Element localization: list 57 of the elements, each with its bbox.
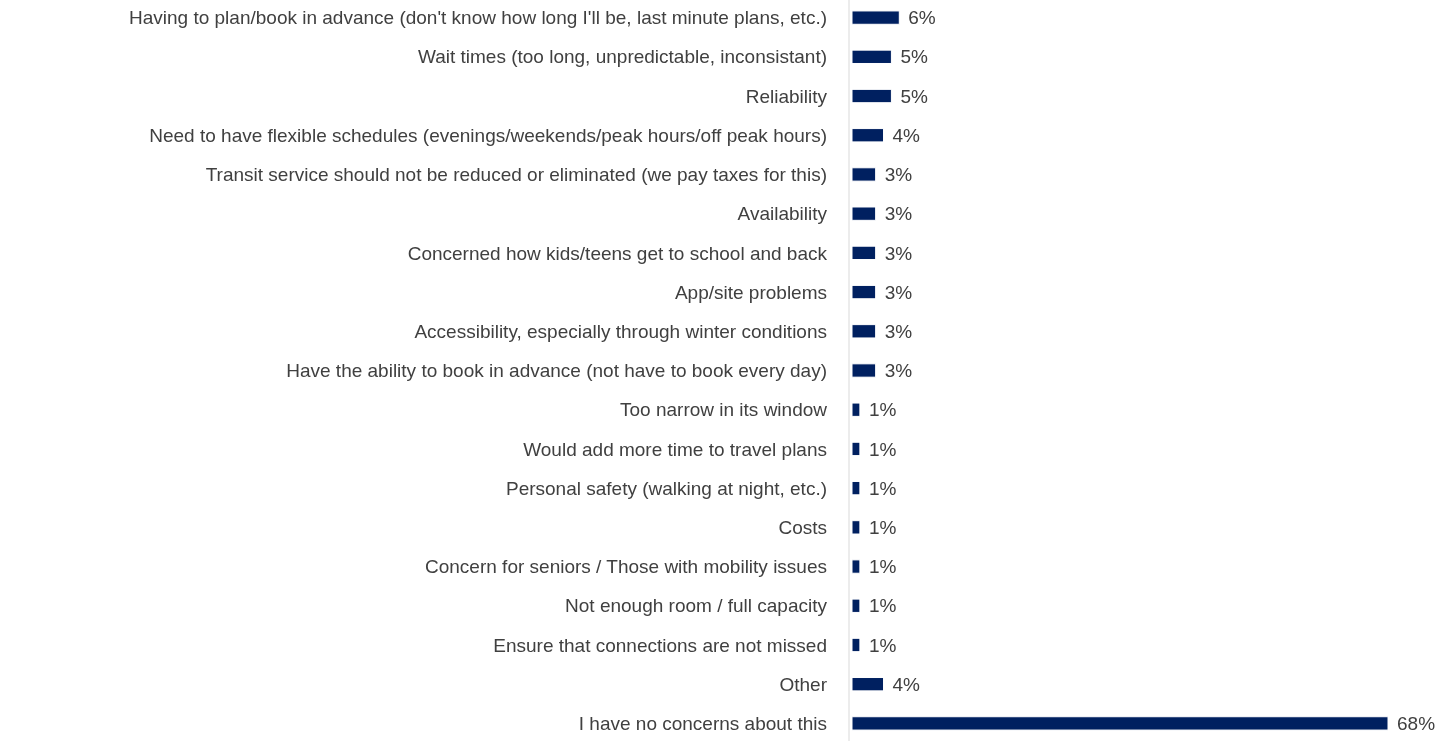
data-label: 3% bbox=[884, 320, 913, 342]
bar bbox=[851, 206, 877, 221]
y-tick-label: Not enough room / full capacity bbox=[565, 595, 828, 617]
bar bbox=[851, 402, 861, 417]
y-tick-label: App/site problems bbox=[674, 281, 827, 303]
bar bbox=[851, 480, 861, 496]
bar bbox=[851, 637, 861, 653]
bar bbox=[851, 167, 877, 182]
y-tick-label: Reliability bbox=[745, 85, 828, 107]
y-tick-label: Accessibility, especially through winter conditions bbox=[414, 320, 827, 342]
bar bbox=[851, 363, 877, 378]
y-tick-label: Would add more time to travel plans bbox=[523, 438, 827, 460]
bar bbox=[851, 441, 861, 457]
bar bbox=[851, 677, 885, 692]
bar bbox=[851, 520, 861, 535]
data-label: 4% bbox=[892, 673, 921, 695]
y-tick-label: Other bbox=[779, 673, 828, 695]
y-tick-label: Having to plan/book in advance (don't know how long I'll be, last minute plans, etc.) bbox=[129, 7, 827, 29]
bar bbox=[851, 245, 877, 261]
data-label: 4% bbox=[892, 124, 921, 146]
data-label: 1% bbox=[868, 516, 897, 538]
data-label: 68% bbox=[1397, 713, 1436, 735]
y-tick-label: Ensure that connections are not missed bbox=[493, 634, 827, 656]
bar bbox=[851, 88, 892, 104]
y-tick-label: Wait times (too long, unpredictable, inconsistant) bbox=[417, 46, 827, 68]
bar bbox=[851, 559, 861, 574]
data-label: 5% bbox=[900, 85, 928, 107]
data-label: 1% bbox=[868, 399, 897, 421]
bar bbox=[851, 10, 900, 25]
y-tick-label: Concern for seniors / Those with mobility issues bbox=[425, 556, 827, 578]
data-label: 5% bbox=[900, 46, 928, 68]
y-tick-label: I have no concerns about this bbox=[578, 713, 827, 735]
y-tick-label: Availability bbox=[737, 203, 828, 225]
data-label: 6% bbox=[908, 7, 936, 29]
data-label: 3% bbox=[884, 360, 913, 382]
data-label: 3% bbox=[884, 164, 913, 186]
y-tick-label: Costs bbox=[778, 516, 827, 538]
y-tick-label: Personal safety (walking at night, etc.) bbox=[505, 477, 827, 499]
y-tick-label: Need to have flexible schedules (evenings/weekends/peak hours/off peak hours) bbox=[149, 124, 827, 146]
data-label: 1% bbox=[868, 634, 897, 656]
y-tick-label: Too narrow in its window bbox=[620, 399, 828, 421]
data-label: 3% bbox=[884, 242, 913, 264]
bar bbox=[851, 716, 1389, 731]
y-tick-label: Transit service should not be reduced or eliminated (we pay taxes for this) bbox=[205, 164, 827, 186]
data-label: 1% bbox=[868, 595, 897, 617]
data-label: 1% bbox=[868, 556, 897, 578]
data-label: 1% bbox=[868, 438, 897, 460]
bar bbox=[851, 284, 877, 300]
y-tick-label: Have the ability to book in advance (not have to book every day) bbox=[286, 360, 827, 382]
bar bbox=[851, 324, 877, 339]
bar bbox=[851, 128, 885, 143]
data-label: 3% bbox=[884, 281, 913, 303]
data-label: 1% bbox=[868, 477, 897, 499]
data-label: 3% bbox=[884, 203, 913, 225]
bar bbox=[851, 598, 861, 613]
bar bbox=[851, 49, 892, 64]
y-tick-label: Concerned how kids/teens get to school and back bbox=[407, 242, 828, 264]
